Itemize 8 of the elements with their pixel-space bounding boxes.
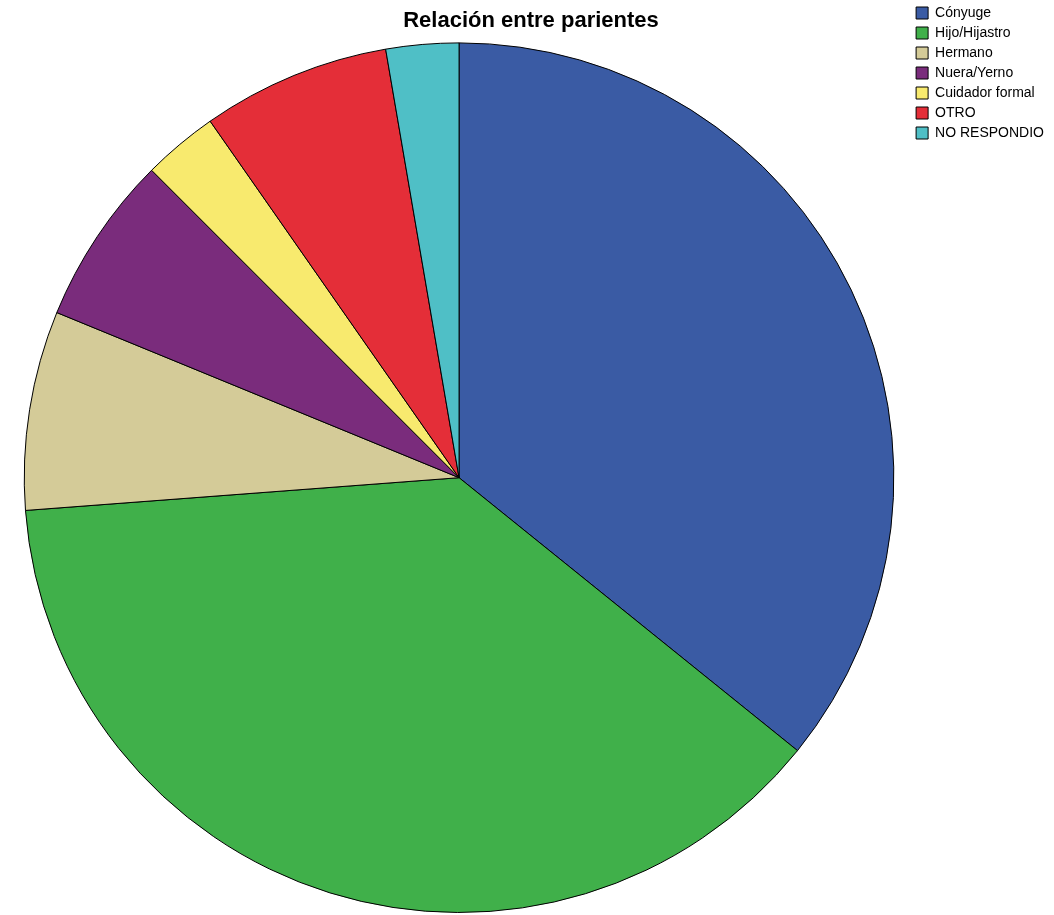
legend-label: Cuidador formal — [935, 83, 1035, 100]
chart-title: Relación entre parientes — [403, 7, 659, 33]
legend-label: Cónyuge — [935, 3, 992, 20]
legend-label: Hermano — [935, 43, 993, 60]
legend-label: Nuera/Yerno — [935, 63, 1014, 80]
legend-label: NO RESPONDIO — [935, 123, 1045, 140]
legend-label: OTRO — [935, 103, 976, 120]
legend-label: Hijo/Hijastro — [935, 23, 1011, 40]
